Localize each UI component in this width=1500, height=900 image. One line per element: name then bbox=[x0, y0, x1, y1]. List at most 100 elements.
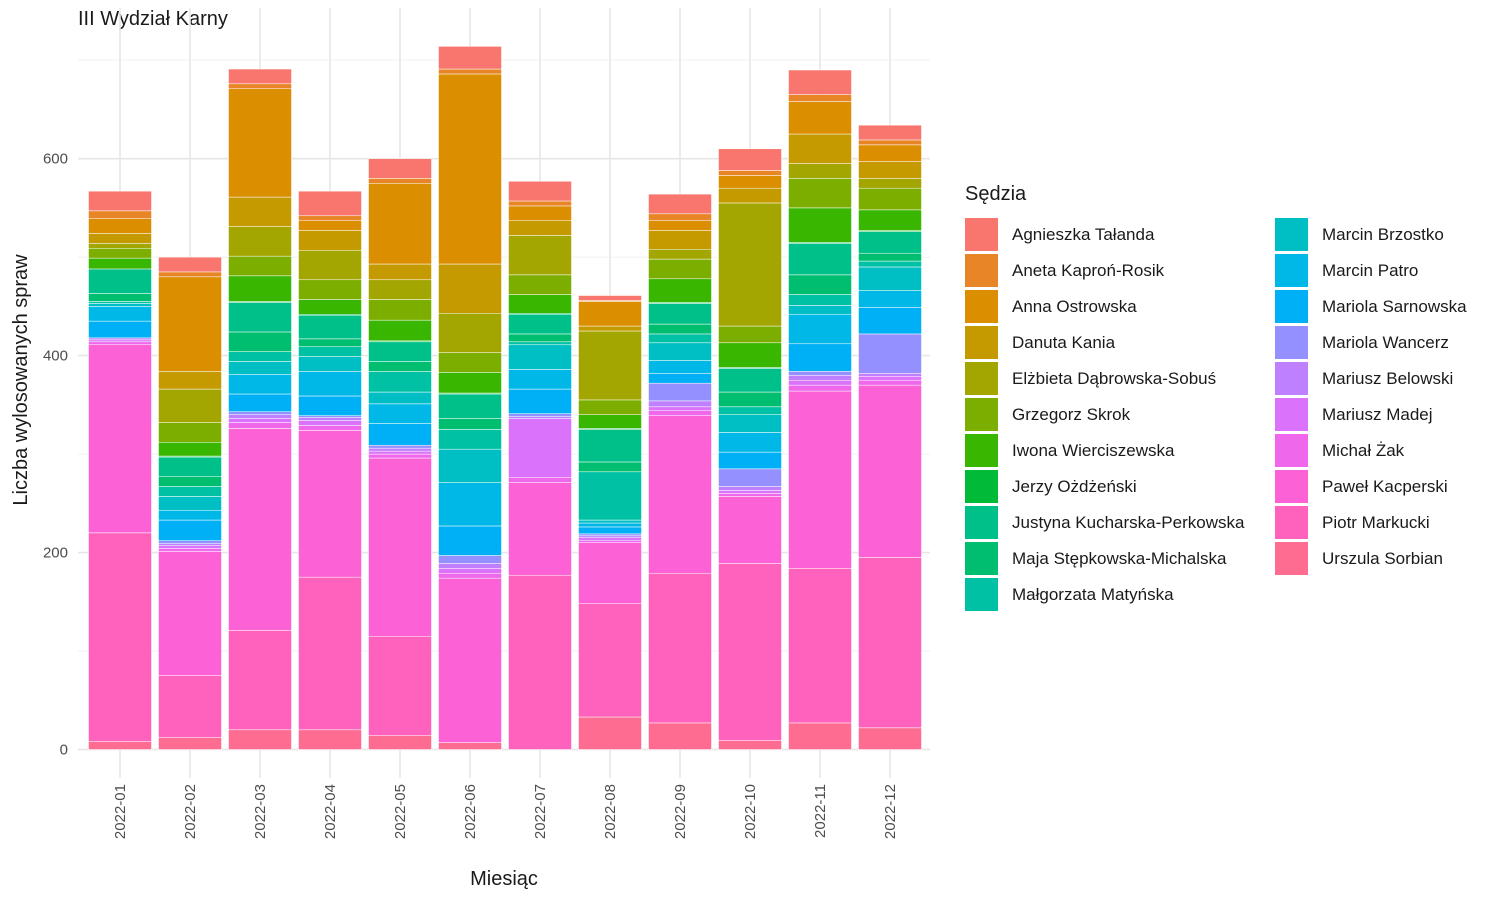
bar-segment bbox=[298, 576, 362, 731]
bar-segment bbox=[88, 341, 152, 346]
bar-segment bbox=[578, 414, 642, 429]
legend-label: Michał Żak bbox=[1322, 440, 1405, 460]
legend-key bbox=[1275, 290, 1308, 323]
bar-segment bbox=[88, 337, 152, 341]
x-tick-label: 2022-04 bbox=[322, 784, 339, 839]
bar-segment bbox=[438, 568, 502, 574]
legend-item: Urszula Sorbian bbox=[1275, 542, 1443, 575]
bar-segment bbox=[788, 178, 852, 209]
bar-segment bbox=[158, 456, 222, 477]
bar-segment bbox=[158, 496, 222, 511]
bar-segment bbox=[718, 496, 782, 564]
legend-item: Piotr Markucki bbox=[1275, 506, 1430, 539]
bar-segment bbox=[298, 314, 362, 340]
bar-segment bbox=[508, 181, 572, 202]
legend-label: Mariusz Madej bbox=[1322, 404, 1433, 424]
bar-segment bbox=[648, 333, 712, 344]
bar-segment bbox=[858, 178, 922, 189]
bar-segment bbox=[88, 306, 152, 322]
legend-label: Justyna Kucharska-Perkowska bbox=[1012, 512, 1245, 532]
bar-segment bbox=[788, 390, 852, 569]
bar-segment bbox=[578, 522, 642, 528]
bar-segment bbox=[368, 457, 432, 637]
bar-segment bbox=[368, 636, 432, 736]
bar-segment bbox=[718, 391, 782, 408]
bar-segment bbox=[228, 331, 292, 352]
bar-segment bbox=[228, 411, 292, 415]
bar-segment bbox=[788, 371, 852, 376]
bar-segment bbox=[788, 243, 852, 276]
bar-segment bbox=[578, 399, 642, 415]
bar-segment bbox=[858, 231, 922, 254]
bar-segment bbox=[788, 375, 852, 381]
bar-segment bbox=[228, 414, 292, 419]
bar-segment bbox=[578, 519, 642, 524]
bar-segment bbox=[368, 319, 432, 342]
bar-segment bbox=[718, 432, 782, 453]
legend-item: Danuta Kania bbox=[965, 326, 1115, 359]
bar-segment bbox=[88, 303, 152, 307]
bar-segment bbox=[368, 299, 432, 321]
bar-segment bbox=[298, 729, 362, 750]
bar-segment bbox=[438, 429, 502, 450]
legend-item: Anna Ostrowska bbox=[965, 290, 1137, 323]
bar-segment bbox=[578, 526, 642, 535]
bar-segment bbox=[508, 418, 572, 478]
legend-label: Jerzy Ożdżeński bbox=[1012, 476, 1137, 496]
bar-segment bbox=[508, 344, 572, 370]
legend-key bbox=[965, 542, 998, 575]
bar-segment bbox=[158, 422, 222, 443]
bar-segment bbox=[858, 266, 922, 291]
bar-segment bbox=[438, 372, 502, 394]
bar-segment bbox=[368, 735, 432, 750]
bar-segment bbox=[648, 220, 712, 231]
bar-segment bbox=[158, 442, 222, 457]
bar-segment bbox=[228, 428, 292, 631]
bar-segment bbox=[648, 382, 712, 402]
bar-segment bbox=[88, 190, 152, 212]
bar-segment bbox=[788, 294, 852, 306]
bar-segment bbox=[228, 275, 292, 302]
bar-segment bbox=[298, 190, 362, 217]
bar-segment bbox=[298, 220, 362, 231]
bar-segment bbox=[508, 574, 572, 750]
legend-item: Aneta Kaproń-Rosik bbox=[965, 254, 1164, 287]
bar-segment bbox=[228, 226, 292, 257]
bar-segment bbox=[578, 429, 642, 463]
bar-segment bbox=[578, 461, 642, 473]
bar-segment bbox=[228, 361, 292, 375]
bar-segment bbox=[368, 263, 432, 281]
legend-item: Iwona Wierciszewska bbox=[965, 434, 1175, 467]
legend-title: Sędzia bbox=[965, 183, 1027, 205]
bar-segment bbox=[438, 555, 502, 564]
y-tick-label: 400 bbox=[43, 348, 68, 365]
bar-segment bbox=[508, 416, 572, 419]
bar-segment bbox=[158, 271, 222, 278]
bar-segment bbox=[368, 158, 432, 179]
bar-segment bbox=[648, 722, 712, 750]
bar-segment bbox=[298, 279, 362, 300]
legend-label: Grzegorz Skrok bbox=[1012, 404, 1131, 424]
bar-segment bbox=[88, 532, 152, 742]
x-tick-label: 2022-08 bbox=[602, 784, 619, 839]
x-tick-label: 2022-01 bbox=[112, 784, 129, 839]
legend-label: Mariola Sarnowska bbox=[1322, 296, 1467, 316]
bar-segment bbox=[368, 361, 432, 372]
bar-segment bbox=[298, 420, 362, 426]
bar-segment bbox=[228, 729, 292, 750]
bar-segment bbox=[718, 468, 782, 487]
legend-item: Justyna Kucharska-Perkowska bbox=[965, 506, 1244, 539]
legend-label: Iwona Wierciszewska bbox=[1012, 440, 1175, 460]
x-tick-label: 2022-11 bbox=[812, 784, 829, 838]
bar-segment bbox=[228, 630, 292, 731]
bar-segment bbox=[858, 373, 922, 377]
bar-segment bbox=[718, 406, 782, 415]
bar-segment bbox=[158, 551, 222, 676]
bar-segment bbox=[648, 213, 712, 221]
bar-segment bbox=[648, 248, 712, 260]
bar-segment bbox=[578, 295, 642, 301]
bar-segment bbox=[438, 577, 502, 743]
bar-segment bbox=[648, 360, 712, 374]
legend-key bbox=[1275, 542, 1308, 575]
bar-segment bbox=[438, 563, 502, 569]
